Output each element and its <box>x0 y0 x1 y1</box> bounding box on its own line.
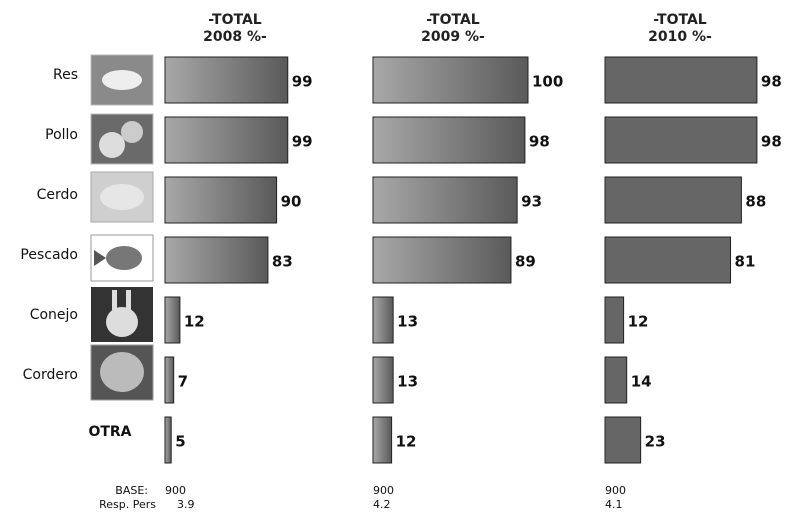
category-label: Pollo <box>45 127 78 143</box>
value-label: 81 <box>735 253 756 271</box>
value-label: 23 <box>645 433 666 451</box>
chick <box>99 132 125 158</box>
category-label: Res <box>53 67 78 83</box>
panel-title: -TOTAL <box>426 12 480 28</box>
value-label: 5 <box>175 433 185 451</box>
value-label: 14 <box>631 373 652 391</box>
bar <box>164 56 289 104</box>
category-label: Pescado <box>20 247 78 263</box>
panel-title: 2010 %- <box>648 29 712 45</box>
cow <box>102 70 142 90</box>
sheep <box>100 352 144 392</box>
bar <box>164 116 289 164</box>
rabbit <box>106 307 138 337</box>
bar <box>164 176 278 224</box>
bar <box>372 416 393 464</box>
bar <box>164 416 172 464</box>
panel-title: -TOTAL <box>653 12 707 28</box>
bar <box>164 296 181 344</box>
bar <box>604 56 758 104</box>
fish-tail <box>94 250 106 266</box>
category-label: Cordero <box>23 367 78 383</box>
value-label: 12 <box>184 313 205 331</box>
value-label: 98 <box>761 73 782 91</box>
bar <box>604 236 732 284</box>
category-label: OTRA <box>88 424 131 440</box>
bar <box>372 176 518 224</box>
bar <box>372 236 512 284</box>
category-label: Conejo <box>30 307 78 323</box>
value-label: 99 <box>292 133 313 151</box>
ear <box>112 290 117 310</box>
bar <box>164 356 175 404</box>
pig <box>100 184 144 210</box>
bar <box>604 416 642 464</box>
value-label: 12 <box>396 433 417 451</box>
value-label: 98 <box>761 133 782 151</box>
panel-title: 2008 %- <box>203 29 267 45</box>
bar <box>372 356 394 404</box>
bar <box>164 236 269 284</box>
base-value: 900 <box>373 484 394 497</box>
resp-value: 4.2 <box>373 498 391 511</box>
bar <box>372 116 526 164</box>
value-label: 99 <box>292 73 313 91</box>
base-label: BASE: <box>115 484 148 497</box>
value-label: 13 <box>397 313 418 331</box>
resp-label: Resp. Pers <box>99 498 156 511</box>
bar <box>372 56 529 104</box>
value-label: 98 <box>529 133 550 151</box>
value-label: 13 <box>397 373 418 391</box>
value-label: 12 <box>628 313 649 331</box>
photos <box>90 54 154 401</box>
value-label: 90 <box>281 193 302 211</box>
ear <box>126 290 131 310</box>
value-label: 100 <box>532 73 563 91</box>
base-value: 900 <box>605 484 626 497</box>
bar <box>604 296 625 344</box>
value-label: 83 <box>272 253 293 271</box>
bar <box>604 176 742 224</box>
value-label: 88 <box>745 193 766 211</box>
bar <box>604 116 758 164</box>
panel-title: 2009 %- <box>421 29 485 45</box>
resp-value: 3.9 <box>177 498 195 511</box>
resp-value: 4.1 <box>605 498 623 511</box>
value-label: 89 <box>515 253 536 271</box>
base-value: 900 <box>165 484 186 497</box>
bar <box>372 296 394 344</box>
panel-title: -TOTAL <box>208 12 262 28</box>
bar <box>604 356 628 404</box>
category-label: Cerdo <box>37 187 78 203</box>
value-label: 93 <box>521 193 542 211</box>
fish <box>106 246 142 270</box>
chick <box>121 121 143 143</box>
value-label: 7 <box>178 373 188 391</box>
